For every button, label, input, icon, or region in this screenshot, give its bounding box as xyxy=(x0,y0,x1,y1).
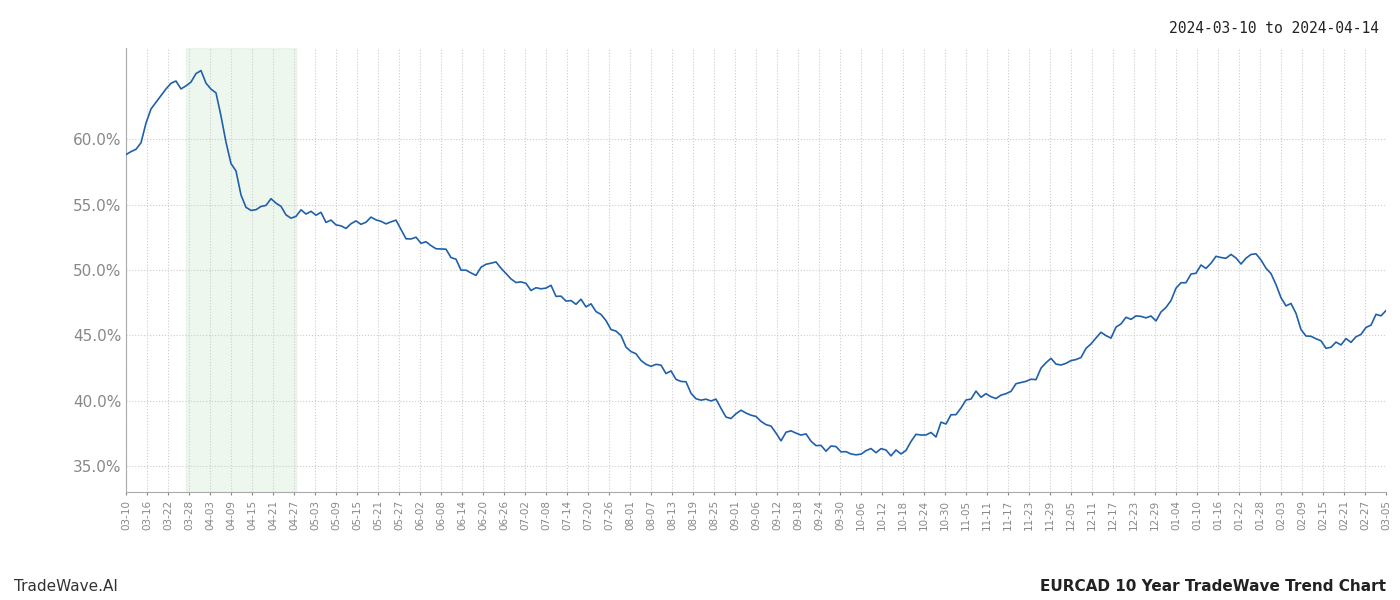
Text: TradeWave.AI: TradeWave.AI xyxy=(14,579,118,594)
Bar xyxy=(186,48,295,492)
Text: EURCAD 10 Year TradeWave Trend Chart: EURCAD 10 Year TradeWave Trend Chart xyxy=(1040,579,1386,594)
Text: 2024-03-10 to 2024-04-14: 2024-03-10 to 2024-04-14 xyxy=(1169,21,1379,36)
